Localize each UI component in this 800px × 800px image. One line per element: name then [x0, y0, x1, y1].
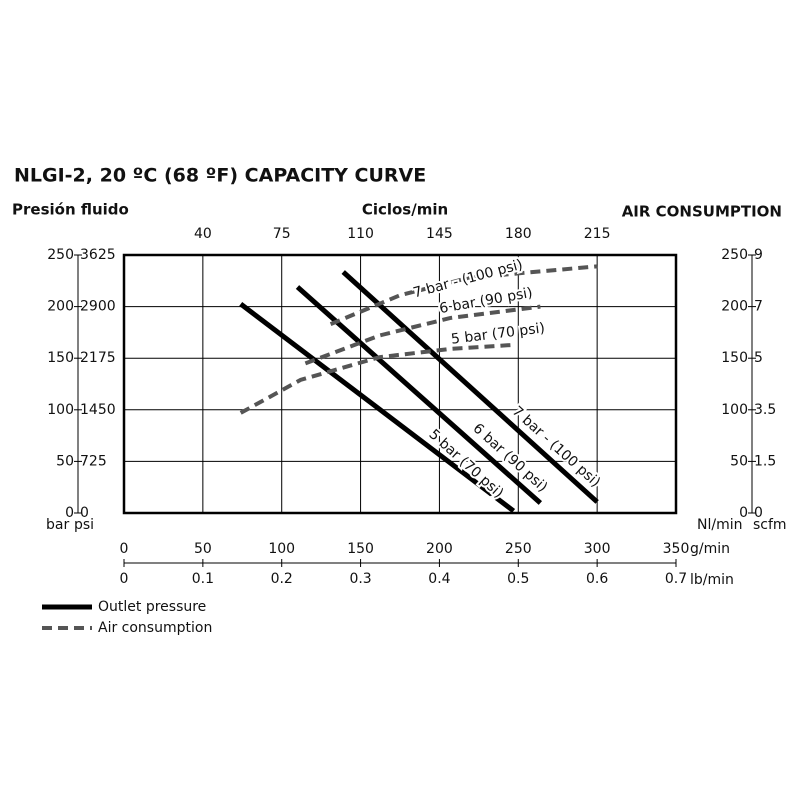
x2-tick-label: 180 — [505, 226, 532, 242]
y2-tick-label: 200 — [721, 299, 748, 315]
y2-unit: scfm — [753, 517, 787, 533]
x3-tick-label: 0.1 — [192, 571, 214, 587]
y2-axis-title: AIR CONSUMPTION — [622, 203, 782, 221]
legend-label: Outlet pressure — [98, 599, 206, 615]
x3-axis-title: lb/min — [690, 572, 734, 588]
x3-tick-label: 0.6 — [586, 571, 608, 587]
y2-unit: Nl/min — [697, 517, 742, 533]
y-tick-label: 150 — [47, 350, 74, 366]
y-psi-tick-label: 2900 — [80, 299, 116, 315]
y-axis-title: Presión fluido — [12, 201, 129, 219]
y2-tick-label: 0 — [739, 505, 748, 521]
y-psi-tick-label: 725 — [80, 453, 107, 469]
y3-tick-label: 9 — [754, 247, 763, 263]
y-psi-tick-label: 3625 — [80, 247, 116, 263]
x-tick-label: 150 — [347, 541, 374, 557]
y2-tick-label: 50 — [730, 453, 748, 469]
x3-tick-label: 0.5 — [507, 571, 529, 587]
y3-tick-label: 1.5 — [754, 453, 776, 469]
x3-tick-label: 0 — [120, 571, 129, 587]
x3-tick-label: 0.4 — [428, 571, 450, 587]
y2-tick-label: 250 — [721, 247, 748, 263]
x3-tick-label: 0.2 — [271, 571, 293, 587]
y-tick-label: 200 — [47, 299, 74, 315]
y2-tick-label: 100 — [721, 402, 748, 418]
y-unit: psi — [74, 517, 94, 533]
y2-tick-label: 150 — [721, 350, 748, 366]
x-tick-label: 350 — [663, 541, 690, 557]
y-tick-label: 100 — [47, 402, 74, 418]
x3-tick-label: 0.7 — [665, 571, 687, 587]
x2-tick-label: 215 — [584, 226, 611, 242]
series-line — [304, 304, 541, 366]
x2-axis-title: Ciclos/min — [362, 201, 448, 219]
series-line — [239, 302, 516, 513]
chart-title: NLGI-2, 20 ºC (68 ºF) CAPACITY CURVE — [14, 165, 426, 187]
x2-tick-label: 145 — [426, 226, 453, 242]
x2-tick-label: 110 — [347, 226, 374, 242]
series-label: 5 bar (70 psi) — [450, 320, 546, 347]
x2-tick-label: 75 — [273, 226, 291, 242]
series-line — [329, 264, 598, 326]
series-line — [341, 270, 599, 504]
y-tick-label: 250 — [47, 247, 74, 263]
y-psi-tick-label: 2175 — [80, 350, 116, 366]
y-tick-label: 50 — [56, 453, 74, 469]
y3-tick-label: 0 — [754, 505, 763, 521]
y-unit: bar — [46, 517, 69, 533]
x-tick-label: 300 — [584, 541, 611, 557]
x-tick-label: 200 — [426, 541, 453, 557]
y3-tick-label: 3.5 — [754, 402, 776, 418]
series-line — [239, 342, 516, 415]
legend-label: Air consumption — [98, 620, 212, 636]
x-tick-label: 0 — [120, 541, 129, 557]
x-axis-title: g/min — [690, 541, 730, 557]
x3-tick-label: 0.3 — [349, 571, 371, 587]
y-psi-tick-label: 1450 — [80, 402, 116, 418]
y3-tick-label: 7 — [754, 299, 763, 315]
x-tick-label: 50 — [194, 541, 212, 557]
x-tick-label: 100 — [268, 541, 295, 557]
plot-frame — [122, 253, 678, 515]
x-tick-label: 250 — [505, 541, 532, 557]
y-tick-label: 0 — [65, 505, 74, 521]
y-psi-tick-label: 0 — [80, 505, 89, 521]
y3-tick-label: 5 — [754, 350, 763, 366]
x2-tick-label: 40 — [194, 226, 212, 242]
series-line — [295, 285, 543, 505]
